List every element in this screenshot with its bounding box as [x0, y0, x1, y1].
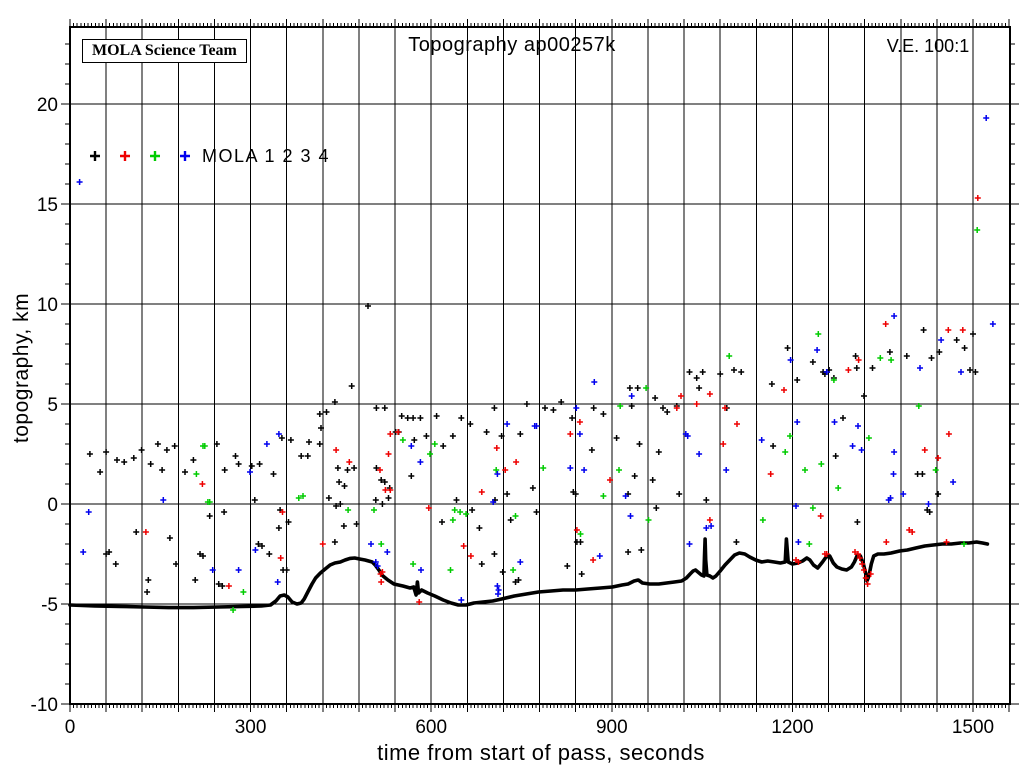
- legend-cross-mola1: [90, 151, 100, 161]
- mola-4-scattered-returns: [76, 115, 996, 603]
- x-tick-label: 0: [65, 717, 76, 738]
- plot-title: Topography ap00257k: [408, 34, 616, 56]
- x-tick-label: 900: [596, 717, 628, 738]
- legend-label: MOLA 1 2 3 4: [202, 146, 331, 166]
- mola-1-scattered-returns: [86, 303, 979, 595]
- legend-cross-mola2: [120, 151, 130, 161]
- mola-3-scattered-returns: [193, 227, 981, 613]
- y-tick-label: 10: [37, 295, 58, 316]
- y-tick-label: 20: [37, 95, 58, 116]
- legend-cross-mola4: [180, 151, 190, 161]
- ground-track-profile: [68, 537, 990, 610]
- y-tick-label: -10: [31, 695, 58, 716]
- x-tick-label: 1200: [771, 717, 813, 738]
- y-tick-label: 0: [47, 495, 58, 516]
- plot-frame: [69, 26, 1011, 705]
- x-axis-title: time from start of pass, seconds: [377, 740, 705, 765]
- vertical-exaggeration-label: V.E. 100:1: [886, 36, 970, 56]
- data-series: [68, 115, 996, 613]
- grid-lines: [70, 27, 1010, 704]
- x-tick-label: 300: [235, 717, 267, 738]
- x-tick-label: 600: [415, 717, 447, 738]
- y-tick-label: 15: [37, 195, 58, 216]
- mola-2-scattered-returns: [142, 195, 981, 605]
- legend-cross-mola3: [150, 151, 160, 161]
- tick-labels: 0 300 600 900 1200 1500 -10 -5 0 5 10 15 20: [31, 95, 995, 738]
- y-tick-label: -5: [41, 595, 58, 616]
- x-tick-label: 1500: [952, 717, 994, 738]
- y-tick-label: 5: [47, 395, 58, 416]
- legend-markers: [90, 151, 190, 161]
- y-axis-title: topography, km: [10, 292, 33, 444]
- science-team-box: MOLA Science Team: [82, 39, 247, 63]
